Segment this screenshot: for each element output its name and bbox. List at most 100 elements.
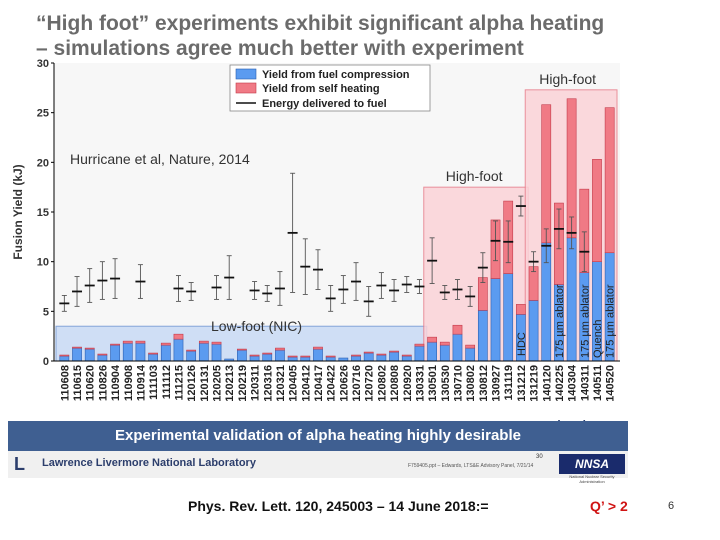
bar-selfheating-110620 <box>84 347 95 350</box>
bar-compression-120131 <box>198 342 209 362</box>
bar-compression-130802 <box>465 347 476 362</box>
xtick-label-120316: 120316 <box>262 365 274 402</box>
ytick-label-5: 5 <box>43 306 49 318</box>
annotation-star-1: * <box>556 418 563 421</box>
nnsa-logo: NNSA <box>559 454 625 474</box>
bar-compression-120920 <box>401 355 412 362</box>
bar-compression-110904 <box>110 344 120 362</box>
bar-selfheating-120219 <box>237 348 247 351</box>
nnsa-subtitle: National Nuclear Security Administration <box>569 474 615 484</box>
bar-compression-120321 <box>275 349 285 362</box>
bar-compression-110826 <box>97 354 108 362</box>
bar-compression-130501 <box>427 341 437 362</box>
llnl-logo-icon: L <box>14 454 25 474</box>
xtick-label-120626: 120626 <box>338 365 350 402</box>
xtick-label-110608: 110608 <box>59 365 71 401</box>
lab-name: Lawrence Livermore National Laboratory <box>42 457 256 469</box>
bar-selfheating-111112 <box>160 342 171 346</box>
xtick-label-130710: 130710 <box>452 365 464 402</box>
bar-compression-120422 <box>325 356 336 362</box>
xtick-label-120131: 120131 <box>199 365 211 402</box>
bar-compression-130927 <box>490 278 501 362</box>
xtick-label-110904: 110904 <box>110 364 122 401</box>
xtick-label-140311: 140311 <box>579 365 591 401</box>
xtick-label-131219: 131219 <box>529 365 541 402</box>
bar-selfheating-110826 <box>97 353 108 356</box>
xtick-label-120720: 120720 <box>364 365 376 402</box>
bar-compression-120316 <box>262 353 273 362</box>
fusion-yield-chart: 0 5 10 15 20 25 30 Fusion Yield (kJ) 110608 11061… <box>11 58 620 421</box>
ytick-label-0: 0 <box>43 356 49 368</box>
ytick-label-10: 10 <box>37 257 49 269</box>
xtick-label-111112: 111112 <box>161 365 173 399</box>
xtick-label-130812: 130812 <box>478 365 490 402</box>
bar-selfheating-110908 <box>122 340 133 344</box>
bar-selfheating-130710 <box>452 324 463 335</box>
bar-selfheating-120716 <box>351 354 361 357</box>
xtick-label-140511: 140511 <box>592 365 604 401</box>
bar-compression-120311 <box>249 355 260 362</box>
annotation-ablator-1: 175 µm ablator <box>554 284 566 358</box>
xtick-label-120920: 120920 <box>402 365 414 402</box>
slide-number: 30 <box>536 454 543 460</box>
xtick-label-120126: 120126 <box>186 365 198 402</box>
legend-box <box>229 64 431 112</box>
citation: Phys. Rev. Lett. 120, 245003 – 14 June 2… <box>188 498 489 514</box>
legend-label-compression: Yield from fuel compression <box>262 69 410 81</box>
bar-selfheating-120417 <box>313 346 323 350</box>
bar-compression-111112 <box>160 344 171 362</box>
annotation-hdc: HDC <box>516 332 528 356</box>
xtick-label-111215: 111215 <box>173 365 185 401</box>
xtick-label-120321: 120321 <box>275 365 287 402</box>
legend-label-selfheating: Yield from self heating <box>262 83 380 95</box>
bar-compression-120405 <box>287 356 298 362</box>
xtick-label-120213: 120213 <box>224 365 236 402</box>
bar-compression-120716 <box>351 355 361 362</box>
footer-bar: L Lawrence Livermore National Laboratory <box>8 451 628 478</box>
bar-compression-110620 <box>84 348 95 362</box>
annotation-highfoot-2: High-foot <box>539 71 596 87</box>
bar-compression-120219 <box>237 349 247 362</box>
bar-compression-130812 <box>477 310 488 362</box>
bar-selfheating-120422 <box>325 355 336 358</box>
bar-selfheating-120405 <box>287 355 298 358</box>
xtick-label-110826: 110826 <box>97 365 109 401</box>
ytick-label-25: 25 <box>37 108 49 120</box>
xtick-label-110914: 110914 <box>135 364 147 401</box>
xtick-label-120412: 120412 <box>300 365 312 402</box>
legend-swatch-compression <box>235 68 257 80</box>
bar-selfheating-120311 <box>249 354 260 357</box>
ytick-label-30: 30 <box>37 58 49 70</box>
bar-selfheating-120808 <box>389 350 399 353</box>
xtick-label-120405: 120405 <box>288 365 300 402</box>
xtick-label-110908: 110908 <box>123 365 135 401</box>
bar-compression-110615 <box>72 347 82 362</box>
slide-meta: F759405.ppt – Edwards, LTS&E Advisory Pa… <box>408 463 534 469</box>
annotation-ablator-3: 175 µm ablator <box>605 284 617 358</box>
annotation-star-2: * <box>581 418 588 421</box>
page-number: 6 <box>668 500 675 512</box>
bar-compression-120205 <box>211 343 222 362</box>
bar-compression-110908 <box>122 342 133 362</box>
xtick-label-130802: 130802 <box>465 365 477 402</box>
xtick-label-140520: 140520 <box>605 365 617 402</box>
bar-compression-130530 <box>439 344 450 362</box>
bar-compression-131219 <box>528 300 539 362</box>
slide: “High foot” experiments exhibit signific… <box>8 8 628 484</box>
annotation-ablator-2: 175 µm ablator <box>579 284 591 358</box>
bar-compression-131119 <box>503 273 514 362</box>
legend-swatch-selfheating <box>235 82 257 94</box>
annotation-citation: Hurricane et al, Nature, 2014 <box>70 151 250 167</box>
xtick-label-140225: 140225 <box>554 365 566 402</box>
xtick-label-131119: 131119 <box>503 365 515 401</box>
bar-compression-120802 <box>376 354 387 362</box>
bar-selfheating-130331 <box>414 343 425 347</box>
bar-compression-140304 <box>566 237 577 362</box>
bar-selfheating-120920 <box>401 354 412 357</box>
xtick-label-140304: 140304 <box>567 364 579 402</box>
q-ratio: Q’ > 2 <box>590 498 628 514</box>
bar-selfheating-130802 <box>465 344 476 349</box>
xtick-label-130530: 130530 <box>440 365 452 402</box>
bar-selfheating-111215 <box>173 333 184 340</box>
bar-selfheating-140520 <box>604 107 615 254</box>
